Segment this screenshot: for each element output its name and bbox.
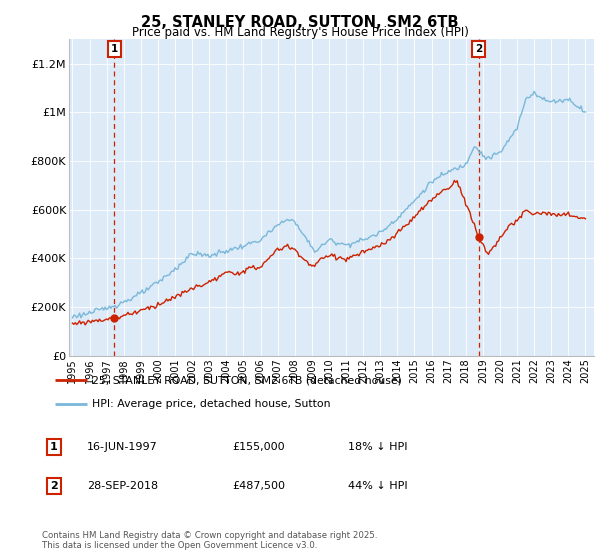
Text: 25, STANLEY ROAD, SUTTON, SM2 6TB: 25, STANLEY ROAD, SUTTON, SM2 6TB [141,15,459,30]
Text: 44% ↓ HPI: 44% ↓ HPI [348,482,408,491]
Text: 2: 2 [475,44,482,54]
Text: Contains HM Land Registry data © Crown copyright and database right 2025.
This d: Contains HM Land Registry data © Crown c… [42,531,377,550]
Text: Price paid vs. HM Land Registry's House Price Index (HPI): Price paid vs. HM Land Registry's House … [131,26,469,39]
Text: 1: 1 [111,44,118,54]
Text: 16-JUN-1997: 16-JUN-1997 [87,442,158,452]
Text: £487,500: £487,500 [232,482,285,491]
Text: 2: 2 [50,482,58,491]
Text: £155,000: £155,000 [232,442,285,452]
Text: 28-SEP-2018: 28-SEP-2018 [87,482,158,491]
Text: HPI: Average price, detached house, Sutton: HPI: Average price, detached house, Sutt… [92,399,331,409]
Text: 1: 1 [50,442,58,452]
Text: 18% ↓ HPI: 18% ↓ HPI [348,442,408,452]
Text: 25, STANLEY ROAD, SUTTON, SM2 6TB (detached house): 25, STANLEY ROAD, SUTTON, SM2 6TB (detac… [92,375,402,385]
